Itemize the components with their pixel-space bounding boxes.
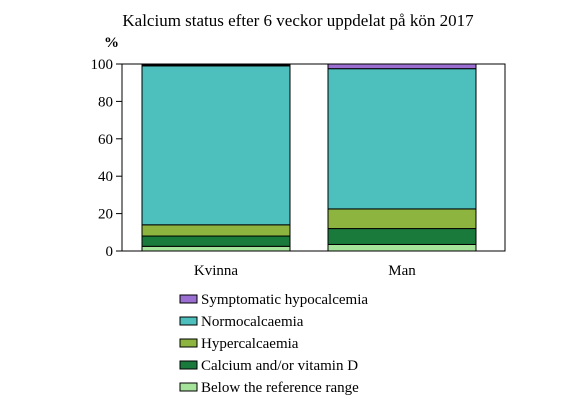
bar-segment [327,68,477,210]
legend-label: Below the reference range [201,380,359,396]
y-tick-label: 40 [98,169,113,185]
bar-segment [141,235,291,247]
legend-label: Symptomatic hypocalcemia [201,292,368,308]
y-tick-label: 20 [98,207,113,223]
bar-segment [327,243,477,252]
legend-swatch [179,338,198,348]
bar-segment [327,63,477,70]
y-tick-label: 100 [91,57,114,73]
legend-swatch [179,316,198,326]
legend-swatch [179,360,198,370]
axes-group: 0 20 40 60 80 100 Kvinna Man [91,57,506,279]
plot-frame [121,63,506,252]
legend-label: Normocalcaemia [201,314,304,330]
legend-label: Hypercalcaemia [201,336,299,352]
bar-segment [141,65,291,226]
chart-title: Kalcium status efter 6 veckor uppdelat p… [122,11,474,30]
bar-segment [327,208,477,230]
y-axis-label: % [104,35,119,51]
bar-segment [141,245,291,252]
bars-group [141,63,477,252]
legend: Symptomatic hypocalcemia Normocalcaemia Hy… [179,292,368,396]
bar-segment [327,228,477,245]
legend-label: Calcium and/or vitamin D [201,358,358,374]
legend-swatch [179,382,198,392]
y-tick-label: 80 [98,94,113,110]
y-tick-label: 0 [106,244,114,260]
x-tick-label: Kvinna [194,263,239,279]
legend-swatch [179,294,198,304]
y-tick-label: 60 [98,132,113,148]
x-tick-label: Man [388,263,416,279]
bar-segment [141,64,291,67]
bar-segment [141,224,291,237]
